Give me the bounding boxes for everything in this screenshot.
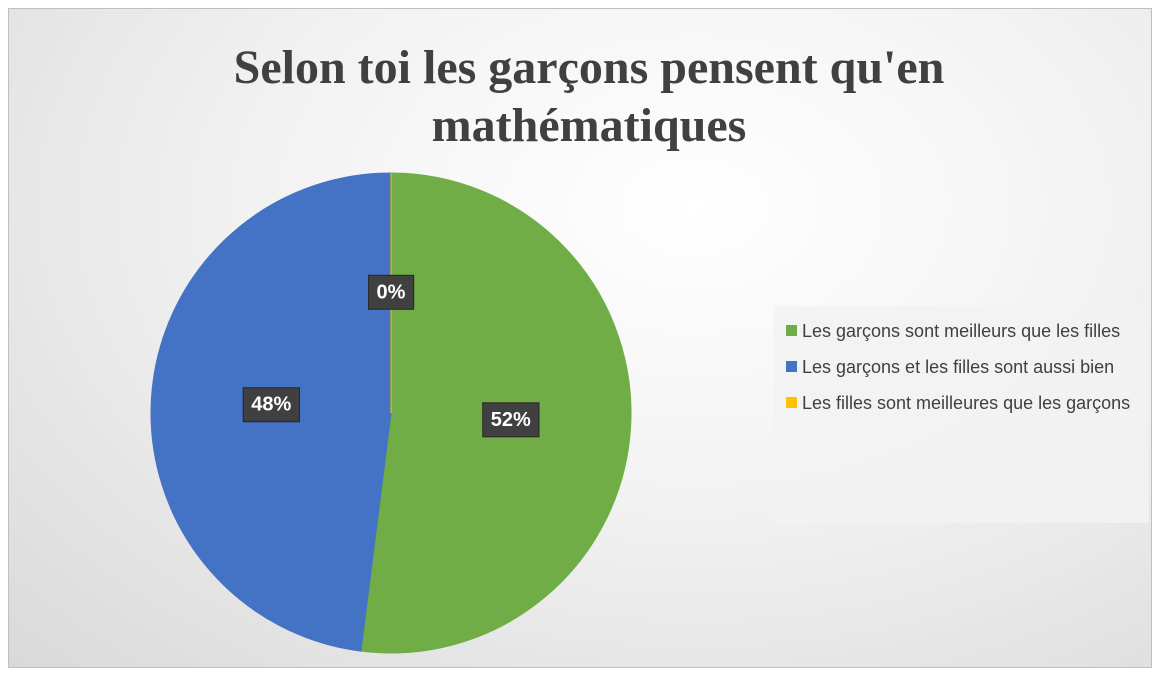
data-label: 0% [368, 274, 415, 310]
data-label: 48% [242, 387, 300, 423]
data-label-box [368, 274, 415, 310]
legend-entry: Les garçons sont meilleurs que les fille… [786, 318, 1139, 344]
chart-area: 52% 48% 0% Selon toi les garçons pensent q… [8, 8, 1152, 668]
legend-label: Les garçons sont meilleurs que les fille… [802, 321, 1121, 341]
data-label-text: 48% [251, 394, 291, 416]
chart: 52% 48% 0% [150, 172, 632, 654]
data-label: 52% [482, 402, 540, 438]
data-label-box [482, 402, 540, 438]
legend-label: Les garçons et les filles sont aussi bie… [802, 357, 1115, 377]
legend-swatch [786, 361, 797, 372]
legend-entry: Les garçons et les filles sont aussi bie… [786, 354, 1139, 380]
data-label-box [242, 387, 300, 423]
data-label-text: 52% [491, 409, 531, 431]
chart-title: Selon toi les garçons pensent qu'en math… [233, 41, 945, 152]
legend-swatch [786, 325, 797, 336]
data-label-text: 0% [377, 281, 406, 303]
legend-entry: Les filles sont meilleures que les garço… [786, 390, 1139, 416]
legend-swatch [786, 397, 797, 408]
legend-label: Les filles sont meilleures que les garço… [802, 393, 1131, 413]
legend: Les garçons sont meilleurs que les fille… [774, 306, 1149, 523]
